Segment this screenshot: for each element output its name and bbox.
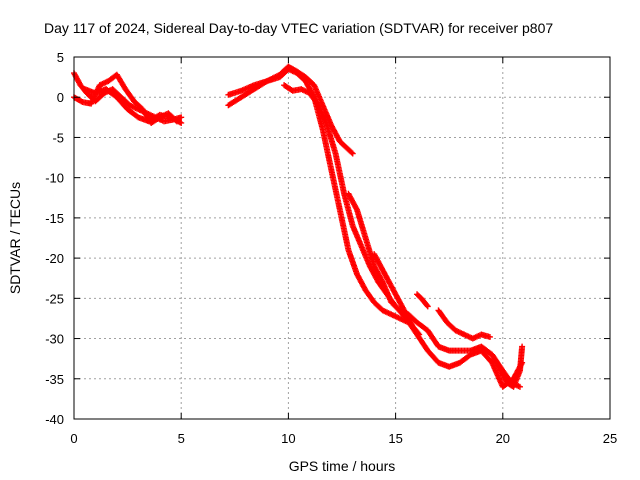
y-tick-label: -35 <box>45 372 64 387</box>
series-track-f <box>281 82 526 390</box>
x-tick-label: 25 <box>603 431 617 446</box>
y-tick-label: 5 <box>57 50 64 65</box>
y-tick-label: -30 <box>45 332 64 347</box>
x-axis-label: GPS time / hours <box>289 458 396 474</box>
plot-frame <box>73 56 611 420</box>
x-tick-label: 20 <box>496 431 510 446</box>
y-axis-label: SDTVAR / TECUs <box>7 182 23 294</box>
series-track-i <box>371 251 423 338</box>
y-tick-label: -20 <box>45 251 64 266</box>
data-point-marker <box>519 343 526 350</box>
series-track-e <box>225 63 356 157</box>
series-track-h <box>435 307 493 342</box>
y-tick-label: -5 <box>52 130 64 145</box>
x-tick-label: 0 <box>70 431 77 446</box>
y-tick-label: -10 <box>45 171 64 186</box>
series-track-j <box>414 291 431 310</box>
x-tick-label: 5 <box>178 431 185 446</box>
data-point-marker <box>415 330 422 337</box>
data-point-marker <box>349 150 356 157</box>
data-point-marker <box>486 333 493 340</box>
series-track-c <box>81 86 185 126</box>
series-track-k <box>491 343 526 390</box>
y-tick-label: -25 <box>45 291 64 306</box>
chart-title: Day 117 of 2024, Sidereal Day-to-day VTE… <box>44 20 553 36</box>
y-tick-label: 0 <box>57 90 64 105</box>
x-tick-label: 15 <box>388 431 402 446</box>
data-points <box>71 63 526 390</box>
y-tick-label: -40 <box>45 412 64 427</box>
axis-ticks: 0 5 10 15 20 25 5 0 -5 -10 -15 -20 -25 -30 -35 -40 <box>45 50 617 446</box>
data-point-marker <box>178 119 185 126</box>
data-point-marker <box>178 114 185 121</box>
grid-lines <box>74 57 610 419</box>
data-point-marker <box>416 331 423 338</box>
data-point-marker <box>516 383 523 390</box>
data-point-marker <box>423 302 430 309</box>
y-tick-label: -15 <box>45 211 64 226</box>
data-point-marker <box>424 303 431 310</box>
data-point-marker <box>348 149 355 156</box>
x-tick-label: 10 <box>281 431 295 446</box>
